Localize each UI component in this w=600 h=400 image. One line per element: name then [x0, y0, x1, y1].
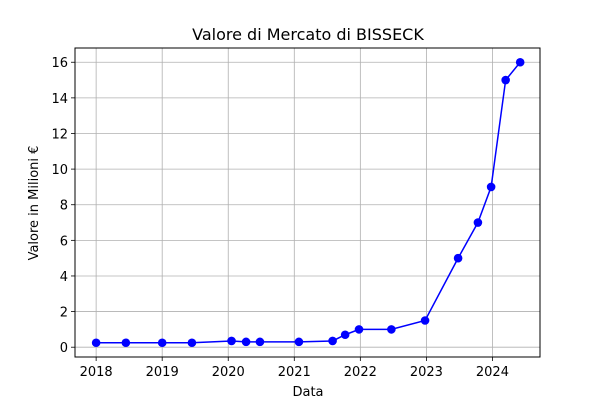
x-tick-label: 2023 — [410, 365, 443, 380]
y-tick-label: 2 — [60, 306, 68, 321]
x-tick-label: 2020 — [212, 365, 245, 380]
data-point — [515, 57, 525, 67]
x-tick-label: 2018 — [80, 365, 113, 380]
y-tick-label: 10 — [51, 163, 68, 178]
data-point — [387, 325, 396, 334]
x-tick-label: 2021 — [278, 365, 311, 380]
data-point — [354, 325, 364, 334]
y-tick-label: 16 — [51, 56, 68, 71]
data-point — [420, 316, 430, 325]
series-line — [96, 61, 521, 344]
data-point — [241, 337, 251, 347]
data-point — [91, 338, 101, 348]
chart-title: Valore di Mercato di BISSECK — [192, 25, 424, 44]
data-point — [453, 253, 463, 263]
data-point — [255, 337, 265, 347]
x-tick-label: 2022 — [344, 365, 377, 380]
data-point — [501, 75, 510, 85]
y-tick-label: 4 — [60, 270, 68, 285]
data-point — [340, 330, 350, 340]
plot-frame — [74, 47, 541, 358]
x-axis-label: Data — [292, 385, 323, 400]
data-point — [294, 337, 304, 347]
y-tick-label: 6 — [60, 234, 68, 249]
data-point — [473, 218, 483, 227]
y-axis: 0 2 4 6 8 10 12 14 16 — [51, 56, 75, 356]
x-axis: 2018 2019 2020 2021 2022 2023 2024 — [80, 357, 509, 380]
data-point — [328, 336, 337, 346]
data-point — [157, 338, 167, 348]
x-tick-label: 2019 — [146, 365, 179, 380]
y-axis-label: Valore in Milioni € — [27, 146, 42, 261]
y-tick-label: 0 — [60, 341, 68, 356]
data-point — [121, 338, 131, 348]
y-tick-label: 12 — [51, 127, 68, 142]
data-point — [187, 338, 197, 348]
x-tick-label: 2024 — [476, 365, 509, 380]
data-point — [486, 182, 496, 192]
data-point — [227, 336, 236, 346]
series-area — [91, 57, 525, 348]
y-tick-label: 8 — [60, 199, 68, 214]
grid — [75, 48, 540, 357]
y-tick-label: 14 — [51, 92, 68, 107]
